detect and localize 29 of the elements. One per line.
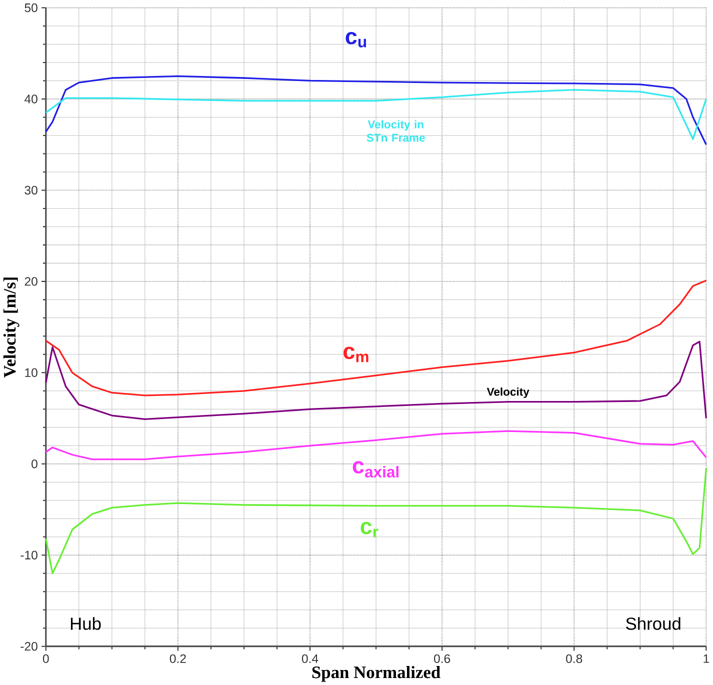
x-tick-label: 0 (42, 654, 49, 663)
series-label: c$_{r}$ (360, 522, 378, 538)
annotation: Hub (70, 617, 101, 630)
line-series (45, 75, 707, 146)
x-tick-label: 0.2 (170, 654, 186, 663)
x-tick-label: 0.4 (302, 654, 318, 663)
series-label: c$_{u}$ (346, 32, 366, 48)
series-label: Velocity (486, 387, 530, 398)
y-tick-label: 20 (24, 277, 38, 286)
x-tick-label: 1 (704, 654, 709, 663)
series-label: Velocity in STn Frame (366, 120, 425, 142)
line-series (45, 280, 707, 396)
y-tick-label: 50 (24, 3, 38, 12)
x-axis-title: Span Normalized (312, 666, 440, 682)
x-tick-label: 0.8 (566, 654, 582, 663)
y-tick-label: -20 (20, 642, 38, 651)
line-series (45, 430, 707, 460)
line-series (45, 88, 707, 140)
series-label: c$_{axial}$ (352, 461, 398, 478)
y-tick-label: 10 (25, 368, 38, 377)
y-axis-title: Velocity [m/s] (3, 278, 20, 378)
y-tick-label: 40 (24, 94, 38, 104)
x-tick-label: 0.6 (434, 654, 450, 663)
y-tick-label: 0 (32, 459, 38, 468)
annotation: Shroud (626, 617, 680, 630)
y-tick-label: -10 (20, 550, 38, 560)
y-tick-label: 30 (24, 186, 38, 194)
series-label: c$_{m}$ (344, 346, 368, 362)
line-series (45, 340, 707, 420)
